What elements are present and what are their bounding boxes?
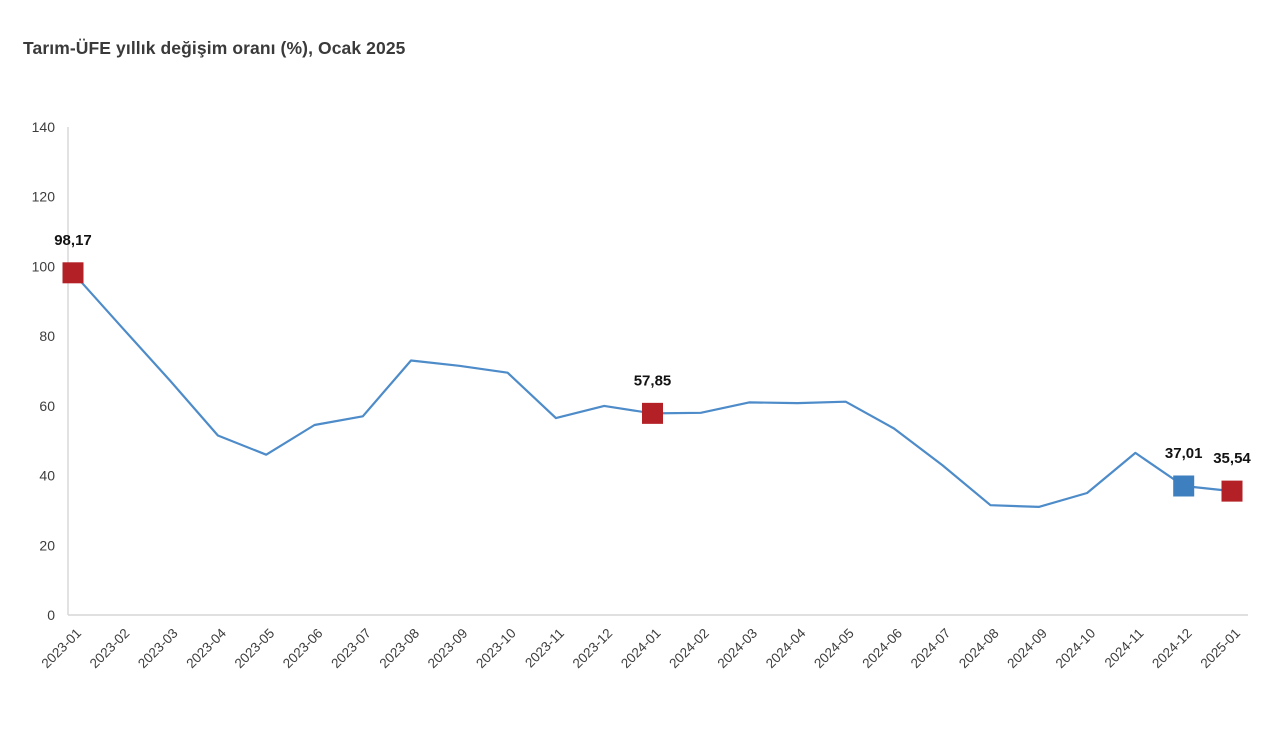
marker-2023-01 [62, 262, 84, 284]
x-tick-label: 2024-09 [1004, 626, 1050, 672]
x-tick-label: 2024-04 [763, 625, 809, 671]
x-tick-label: 2024-03 [715, 626, 761, 672]
y-tick-label: 120 [32, 189, 56, 205]
y-tick-label: 140 [32, 119, 56, 135]
x-tick-label: 2024-06 [859, 626, 905, 672]
x-tick-label: 2023-03 [135, 626, 181, 672]
marker-2024-01 [642, 402, 663, 424]
x-tick-label: 2024-07 [908, 626, 954, 672]
x-tick-label: 2024-01 [618, 626, 664, 672]
x-tick-label: 2024-02 [666, 626, 712, 672]
chart-title: Tarım-ÜFE yıllık değişim oranı (%), Ocak… [23, 38, 406, 58]
y-tick-label: 20 [39, 537, 55, 553]
data-label-2025-01: 35,54 [1213, 450, 1251, 467]
x-tick-label: 2023-05 [232, 626, 278, 672]
x-tick-label: 2025-01 [1197, 626, 1243, 672]
y-tick-label: 0 [47, 607, 55, 623]
data-label-2024-12: 37,01 [1165, 445, 1203, 462]
x-tick-label: 2024-05 [811, 626, 857, 672]
x-tick-label: 2024-10 [1053, 626, 1099, 672]
x-tick-label: 2023-07 [328, 626, 374, 672]
x-tick-label: 2024-12 [1149, 626, 1195, 672]
y-tick-label: 60 [39, 398, 55, 414]
x-tick-label: 2023-06 [280, 626, 326, 672]
x-tick-label: 2023-01 [38, 626, 84, 672]
data-label-2023-01: 98,17 [54, 232, 92, 249]
y-tick-label: 80 [39, 328, 55, 344]
series-line [71, 271, 1234, 508]
x-tick-label: 2023-04 [183, 625, 229, 671]
y-tick-label: 100 [32, 258, 56, 274]
x-tick-label: 2023-08 [377, 626, 423, 672]
marker-2025-01 [1221, 480, 1243, 502]
x-tick-label: 2023-02 [87, 626, 133, 672]
marker-2024-12 [1173, 475, 1195, 497]
x-tick-label: 2023-11 [522, 626, 567, 671]
y-tick-label: 40 [39, 468, 55, 484]
x-tick-label: 2024-08 [956, 626, 1002, 672]
x-tick-label: 2023-10 [473, 626, 519, 672]
data-label-2024-01: 57,85 [634, 372, 672, 389]
x-tick-label: 2023-09 [425, 626, 471, 672]
x-tick-label: 2024-11 [1102, 626, 1147, 671]
x-tick-label: 2023-12 [570, 626, 616, 672]
